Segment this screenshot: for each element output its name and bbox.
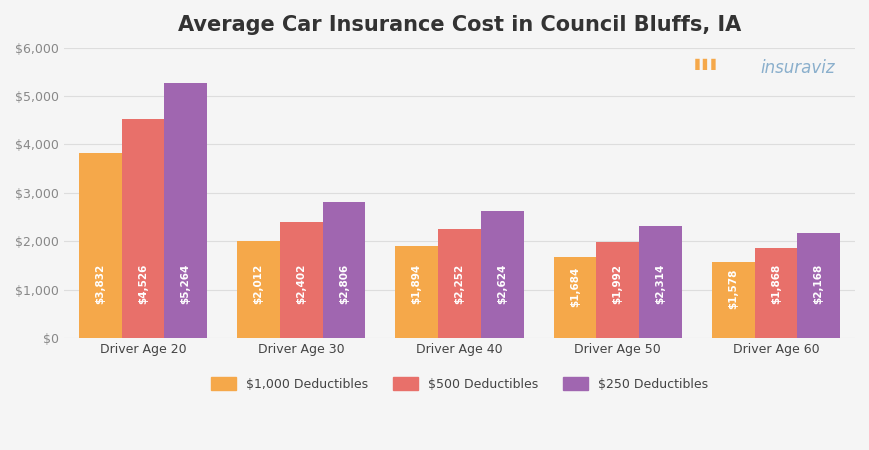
Bar [753, 248, 796, 338]
Text: insuraviz: insuraviz [760, 59, 834, 77]
Bar [237, 241, 280, 338]
Bar [711, 261, 753, 338]
Text: $4,526: $4,526 [138, 264, 148, 304]
Text: $2,168: $2,168 [813, 264, 823, 304]
Bar [164, 83, 207, 338]
Bar [595, 242, 639, 338]
Text: $1,578: $1,578 [727, 269, 737, 309]
Text: $2,012: $2,012 [253, 264, 263, 304]
Text: $3,832: $3,832 [95, 264, 105, 304]
Bar [481, 211, 523, 338]
Text: $2,624: $2,624 [496, 264, 507, 304]
Bar [438, 229, 481, 338]
Text: ▐▐▐: ▐▐▐ [691, 59, 716, 71]
Text: $1,868: $1,868 [770, 264, 780, 304]
Text: $1,684: $1,684 [569, 267, 580, 307]
Bar [122, 119, 164, 338]
Text: $1,992: $1,992 [612, 264, 622, 304]
Text: $2,314: $2,314 [654, 264, 665, 304]
Bar [796, 233, 839, 338]
Bar [553, 256, 595, 338]
Legend: $1,000 Deductibles, $500 Deductibles, $250 Deductibles: $1,000 Deductibles, $500 Deductibles, $2… [205, 372, 713, 396]
Bar [280, 222, 322, 338]
Text: $2,402: $2,402 [295, 264, 306, 304]
Bar [639, 226, 681, 338]
Bar [79, 153, 122, 338]
Text: $5,264: $5,264 [181, 264, 190, 304]
Text: $2,806: $2,806 [339, 264, 348, 304]
Text: $2,252: $2,252 [454, 264, 464, 304]
Bar [395, 246, 438, 338]
Title: Average Car Insurance Cost in Council Bluffs, IA: Average Car Insurance Cost in Council Bl… [177, 15, 740, 35]
Text: $1,894: $1,894 [411, 264, 421, 304]
Bar [322, 202, 365, 338]
